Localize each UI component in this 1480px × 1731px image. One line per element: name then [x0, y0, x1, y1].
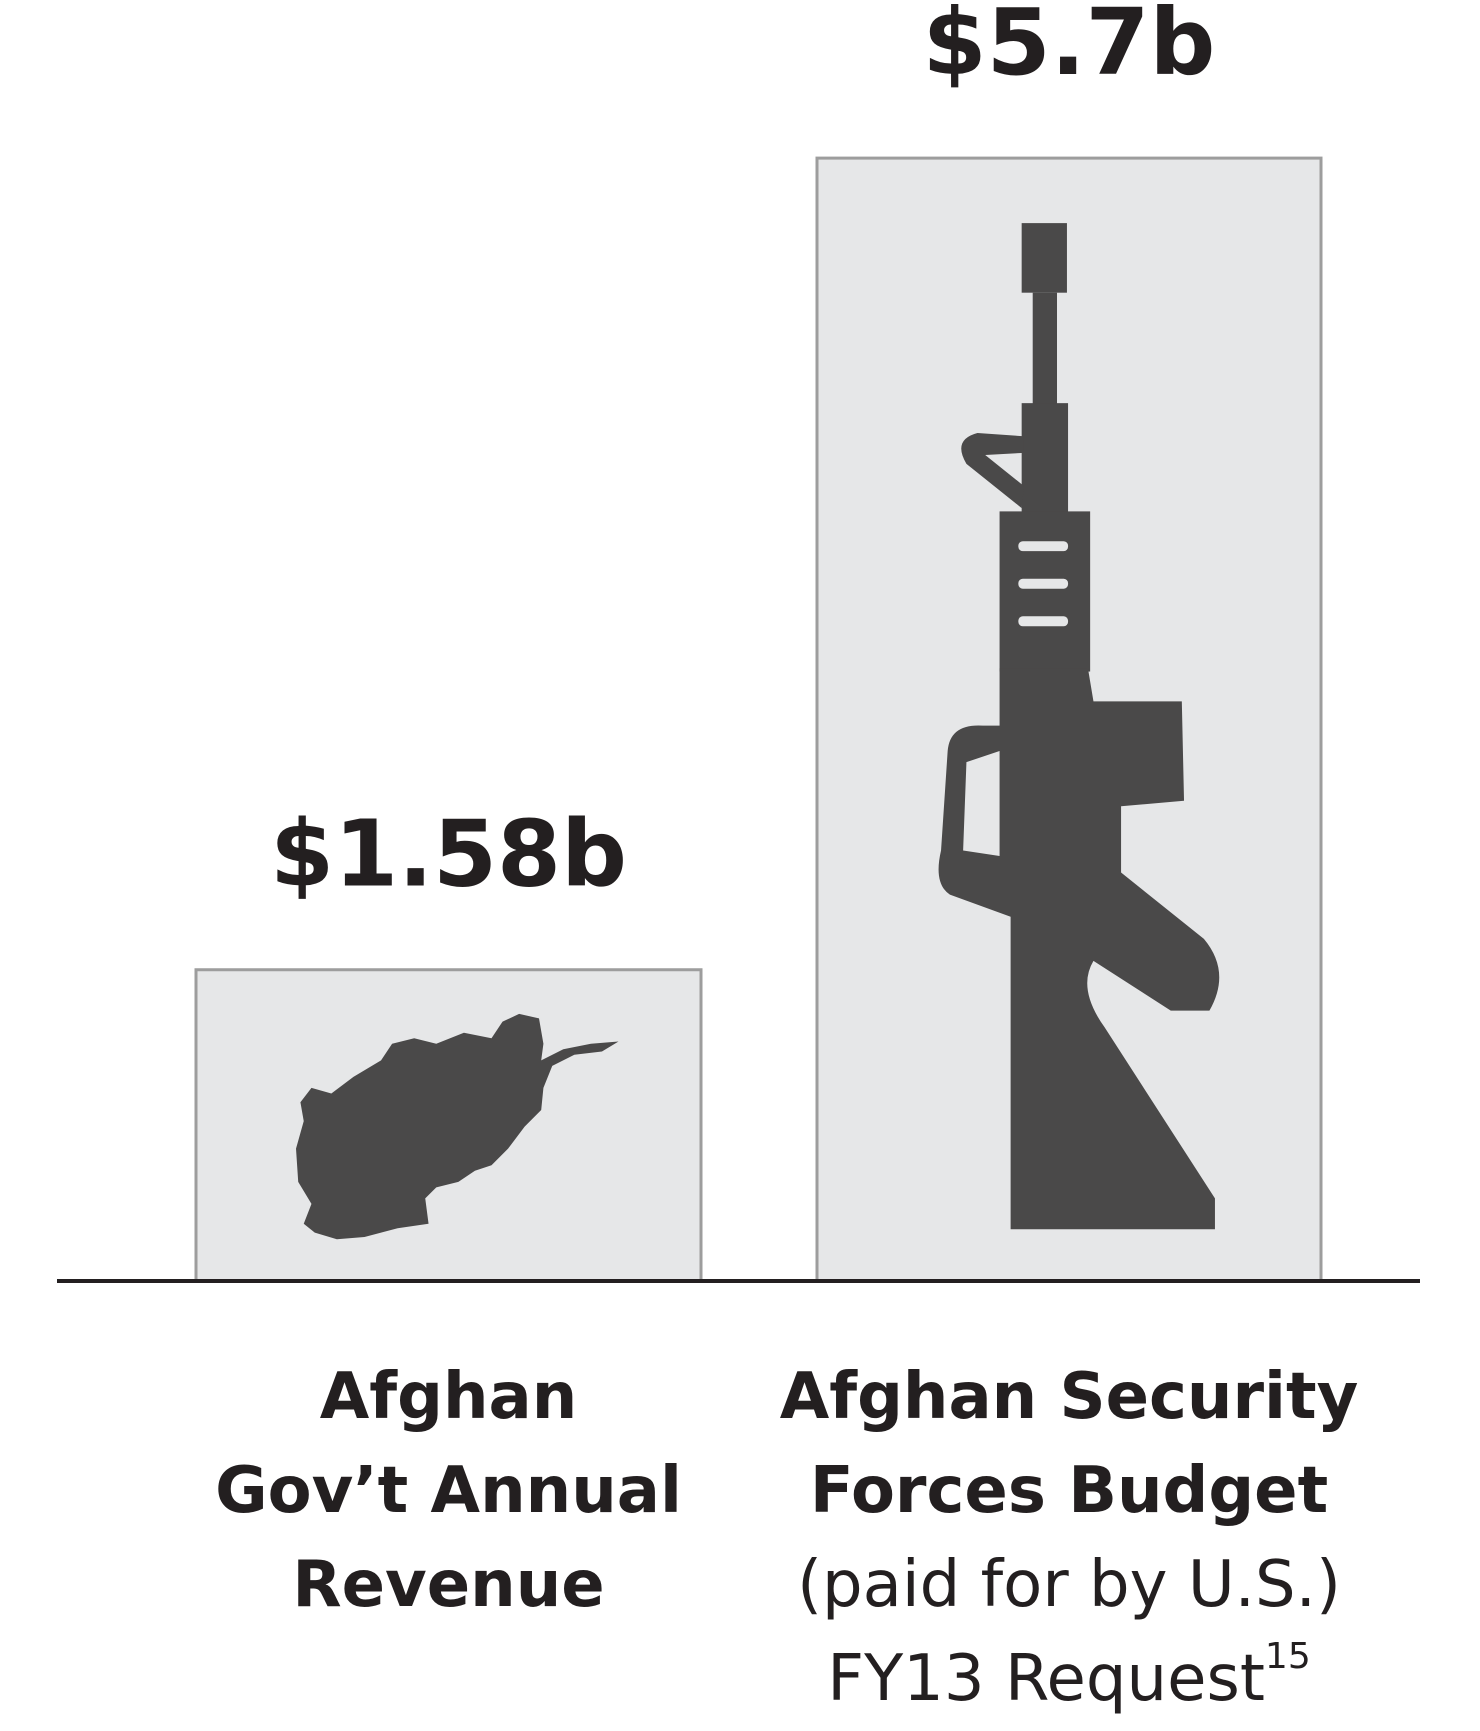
value-label: $5.7b: [923, 0, 1216, 96]
rifle-icon: [938, 223, 1220, 1230]
footnote-ref: 15: [1264, 1636, 1311, 1677]
category-label: Afghan Security Forces Budget (paid for b…: [739, 1350, 1399, 1726]
category-name: Afghan Security Forces Budget: [779, 1360, 1359, 1528]
value-label: $1.58b: [270, 801, 627, 908]
note-text: (paid for by U.S.) FY13 Request: [797, 1548, 1341, 1716]
category-label: Afghan Gov’t Annual Revenue: [119, 1350, 779, 1632]
category-name: Afghan Gov’t Annual Revenue: [215, 1360, 682, 1622]
category-note: (paid for by U.S.) FY13 Request15: [739, 1538, 1399, 1726]
icons: [296, 223, 1220, 1240]
map-icon: [296, 1013, 619, 1240]
